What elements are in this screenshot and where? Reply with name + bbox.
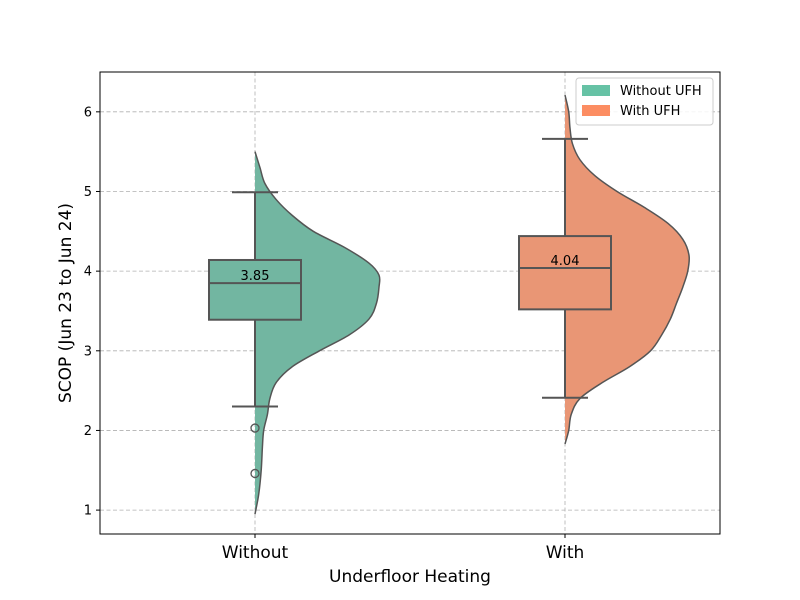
legend-swatch	[582, 85, 610, 96]
legend-swatch	[582, 105, 610, 116]
y-tick-label: 2	[84, 424, 92, 439]
violin-body	[564, 94, 691, 445]
x-axis-title: Underfloor Heating	[329, 567, 491, 587]
x-tick-label: With	[546, 543, 585, 563]
legend: Without UFH With UFH	[575, 77, 714, 126]
outlier-point	[250, 468, 260, 479]
iqr-box	[208, 258, 302, 321]
y-axis-title: SCOP (Jun 23 to Jun 24)	[56, 203, 76, 403]
x-tick-label: Without	[222, 543, 289, 563]
violin-body	[254, 151, 381, 515]
y-tick-label: 3	[84, 344, 92, 359]
median-label: 4.04	[551, 254, 580, 269]
y-tick-label: 1	[84, 504, 92, 519]
violin-without: 3.85	[208, 151, 381, 515]
plot-frame	[99, 71, 721, 535]
axes: 1 2 3 4 5 6 Without With	[84, 105, 585, 563]
legend-label: With UFH	[620, 104, 680, 119]
y-tick-label: 6	[84, 105, 92, 120]
outlier-point	[250, 423, 260, 433]
legend-label: Without UFH	[620, 84, 702, 99]
violin-with: 4.04	[518, 94, 691, 445]
violins: 3.85 4.04	[208, 94, 691, 515]
y-tick-label: 5	[84, 185, 92, 200]
legend-box	[575, 77, 714, 126]
iqr-box	[518, 235, 612, 311]
median-label: 3.85	[241, 269, 270, 284]
y-tick-label: 4	[84, 265, 92, 280]
